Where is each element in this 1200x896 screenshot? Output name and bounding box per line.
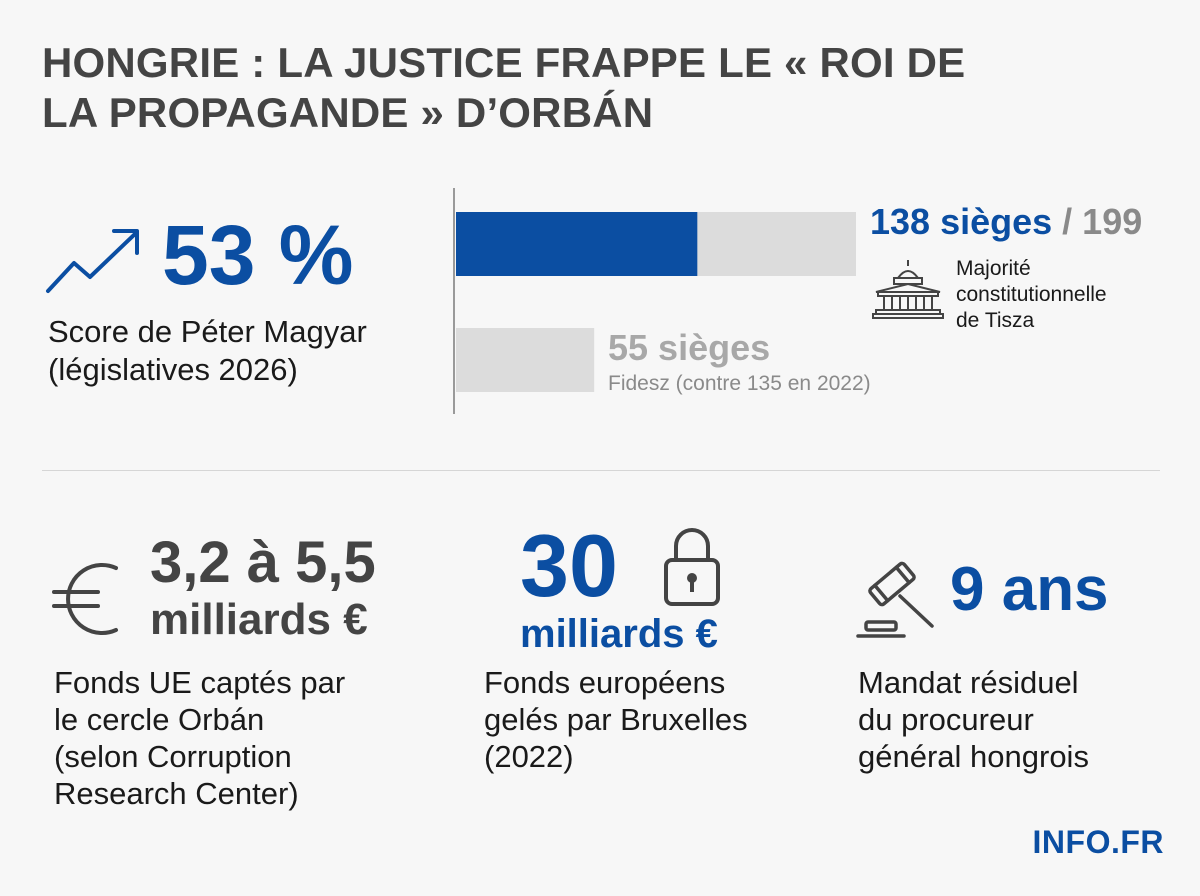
title-line-2: LA PROPAGANDE » D’ORBÁN (42, 89, 654, 136)
gavel-icon (856, 561, 934, 638)
bar-tisza (456, 212, 698, 276)
eu-funds-caption-line-1: Fonds UE captés par (54, 665, 346, 700)
mandate-caption: Mandat résiduel du procureur général hon… (858, 664, 1158, 775)
brand-logo: INFO.FR (1032, 824, 1164, 860)
mandate-caption-line-2: du procureur (858, 702, 1034, 737)
mandate-caption-line-1: Mandat résiduel (858, 665, 1079, 700)
seats-total: / 199 (1062, 201, 1143, 242)
frozen-caption-line-3: (2022) (484, 739, 574, 774)
eu-funds-range: 3,2 à 5,5 (150, 530, 376, 595)
majority-line-3: de Tisza (956, 309, 1035, 332)
title-line-1: HONGRIE : LA JUSTICE FRAPPE LE « ROI DE (42, 39, 966, 86)
trend-up-arrow-icon (46, 229, 139, 293)
eu-funds-unit: milliards € (150, 595, 368, 644)
lock-icon (664, 528, 720, 606)
frozen-funds-value: 30 (520, 516, 618, 615)
majority-line-1: Majorité (956, 257, 1031, 280)
eu-funds-caption: Fonds UE captés par le cercle Orbán (sel… (54, 664, 414, 812)
seats-main-label: 138 sièges / 199 (870, 200, 1142, 244)
fidesz-caption: Fidesz (contre 135 en 2022) (608, 372, 871, 395)
score-caption-line-1: Score de Péter Magyar (48, 314, 367, 349)
page-title: HONGRIE : LA JUSTICE FRAPPE LE « ROI DE … (42, 38, 1142, 138)
score-caption-line-2: (législatives 2026) (48, 352, 298, 387)
eu-funds-caption-line-2: le cercle Orbán (54, 702, 265, 737)
majority-line-2: constitutionnelle (956, 283, 1107, 306)
bar-fidesz (456, 328, 595, 392)
seats-chart: 138 sièges / 199 Majorité constitutionne… (440, 188, 1180, 418)
seats-second-label: 55 sièges (608, 327, 771, 368)
frozen-caption-line-1: Fonds européens (484, 665, 726, 700)
mandate-caption-line-3: général hongrois (858, 739, 1089, 774)
majority-caption: Majorité constitutionnelle de Tisza (956, 256, 1176, 334)
section-divider (42, 470, 1160, 471)
mandate-value: 9 ans (950, 555, 1109, 624)
parliament-building-icon (872, 260, 944, 319)
score-caption: Score de Péter Magyar (législatives 2026… (48, 313, 428, 389)
frozen-funds-unit: milliards € (520, 612, 718, 656)
euro-icon (52, 563, 118, 635)
eu-funds-caption-line-3: (selon Corruption (54, 739, 292, 774)
frozen-caption-line-2: gelés par Bruxelles (484, 702, 748, 737)
seats-bar-chart (453, 188, 856, 414)
score-value: 53 % (162, 208, 354, 302)
frozen-funds-caption: Fonds européens gelés par Bruxelles (202… (484, 664, 814, 775)
eu-funds-caption-line-4: Research Center) (54, 776, 299, 811)
seats-main-value: 138 sièges (870, 201, 1053, 242)
